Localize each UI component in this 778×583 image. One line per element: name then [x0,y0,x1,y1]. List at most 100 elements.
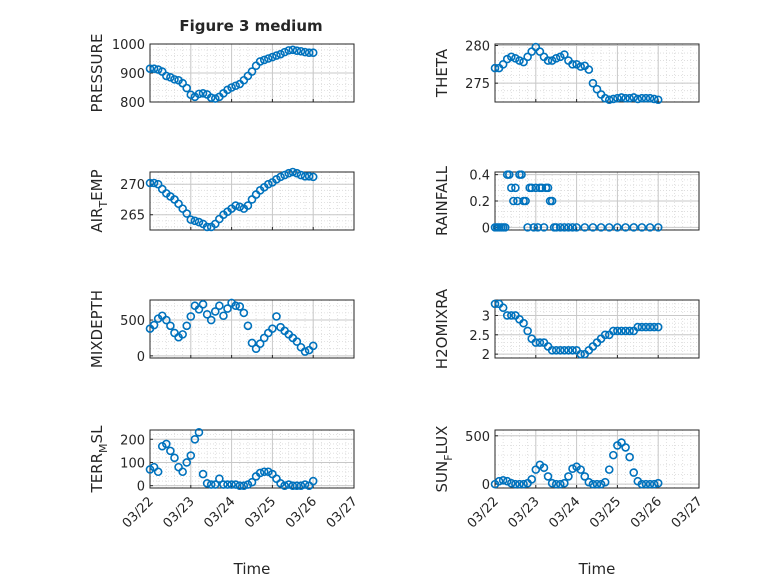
chart-3-point [637,223,647,232]
chart-7-ylabel-main: SUN [433,461,451,493]
chart-2-point [149,178,159,188]
chart-3-point [596,223,606,232]
chart-1-ytick-label: 275 [465,77,490,92]
chart-1-point [592,84,602,94]
chart-3-point [509,196,518,206]
chart-5-point [502,311,512,320]
chart-2-point [194,217,204,227]
chart-2-point [300,171,310,181]
chart-0-point [162,71,171,81]
chart-3-point [507,183,516,193]
chart-3-point [513,196,522,206]
chart-6-xtick-label: 03/23 [161,494,198,531]
chart-5-point [621,326,630,336]
chart-3-ytick-label: 0.4 [469,169,490,184]
chart-2-point [235,202,245,212]
chart-7-xtick-label: 03/22 [465,494,502,531]
chart-6-xlabel: Time [233,560,271,578]
chart-4-point [182,321,192,331]
chart-3-point [539,223,549,232]
chart-3-point [529,223,539,232]
chart-4-point [194,305,204,314]
chart-6-point [178,467,187,477]
chart-1-point [629,93,639,102]
chart-1-point [604,95,614,105]
chart-6-point [206,480,216,489]
chart-0-point [182,83,192,93]
chart-0-point [268,52,277,62]
chart-5-point [649,322,659,332]
chart-2-point [243,201,253,210]
chart-7-point [564,472,573,481]
chart-4-point [235,302,245,311]
chart-3-point [527,183,537,193]
chart-7-ylabel: SUNFLUX [433,426,455,493]
chart-4-ylabel: MIXDEPTH [88,290,106,368]
chart-3-point [521,196,530,206]
chart-3-point [621,223,630,232]
chart-6-point [247,477,257,487]
chart-4-series [145,298,318,356]
chart-4-point [243,321,253,331]
chart-2-point [264,179,273,189]
chart-2-point [186,215,196,224]
chart-6-xtick-label: 03/25 [242,494,279,531]
chart-0-point [255,57,265,66]
chart-5-point [560,345,569,355]
chart-4-point [264,328,273,338]
chart-2-point [190,216,200,226]
chart-5-ylabel: H2OMIXRA [433,288,451,369]
chart-7-point [551,479,561,489]
chart-1-point [519,57,528,67]
chart-5-point [613,326,622,336]
chart-0-point [296,46,306,56]
chart-4-axes: 0 500 MIXDEPTH [88,290,355,368]
chart-7-point [645,479,655,489]
chart-0-point [170,75,179,84]
chart-1-point [543,56,553,65]
chart-0-point [280,47,289,57]
chart-6-point [202,479,212,488]
chart-0-point [272,51,281,60]
chart-7-point [649,479,659,489]
chart-6-point [300,480,310,489]
chart-6-xtick-label: 03/22 [120,494,157,531]
chart-6-point [166,446,175,456]
chart-0-point [231,81,240,91]
chart-5-point [625,326,634,336]
chart-4-point [178,330,187,339]
chart-1-point [600,93,610,103]
chart-7-point [511,479,520,489]
chart-2-point [296,170,306,180]
chart-5-ylabel-main: H2OMIXRA [433,288,451,369]
chart-5-point [535,338,545,347]
chart-3-point [560,223,569,232]
chart-6-point [194,428,204,437]
chart-5-ytick-label: 2.5 [469,329,490,344]
chart-2-point [304,171,314,181]
chart-0-point [166,73,175,82]
chart-5-point [568,345,577,355]
chart-0-axes: 800 900 1000 PRESSURE [88,34,355,112]
chart-4-point [166,321,175,331]
chart-2-ylabel-subscript: T [97,201,110,209]
chart-7-point [600,477,610,487]
chart-1-point [584,65,594,74]
chart-6-point [170,453,179,463]
chart-2-point [288,167,298,177]
chart-5-point [519,318,528,328]
chart-5-point [617,326,626,336]
chart-7-point [596,479,606,489]
chart-7-ylabel-subscript: F [442,454,455,460]
chart-5-point [531,338,541,347]
chart-5-point [523,326,532,336]
chart-3-point [517,170,526,179]
chart-6-point [292,481,302,490]
chart-2-point [284,168,294,178]
chart-1-series [490,42,663,105]
chart-1-point [641,93,651,103]
figure-title: Figure 3 medium [179,17,322,35]
chart-7-point [629,468,639,477]
chart-0-point [153,65,163,74]
chart-3-ytick-label: 0.2 [469,195,490,210]
